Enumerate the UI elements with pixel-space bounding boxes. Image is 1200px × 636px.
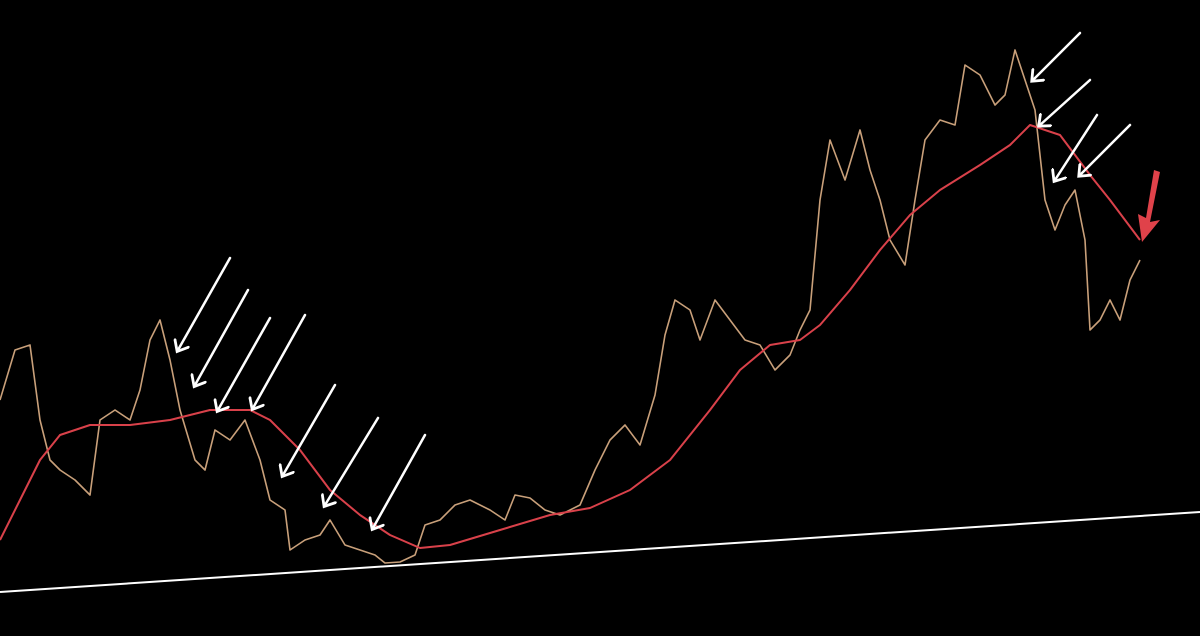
price-line [0,49,1141,564]
red-arrow [1138,170,1160,242]
arrow [178,256,232,350]
arrow [1080,123,1132,175]
arrow [195,288,250,385]
arrow [218,316,272,410]
arrow [373,433,427,528]
arrow [283,383,337,475]
plot [0,49,1141,564]
moving-average-line [0,124,1141,549]
arrow [1040,78,1092,125]
arrow [1033,31,1082,80]
annotation-arrows [178,31,1132,528]
trend-line [0,511,1200,593]
arrow [253,313,307,408]
arrow [1055,113,1099,180]
arrow [325,416,380,505]
